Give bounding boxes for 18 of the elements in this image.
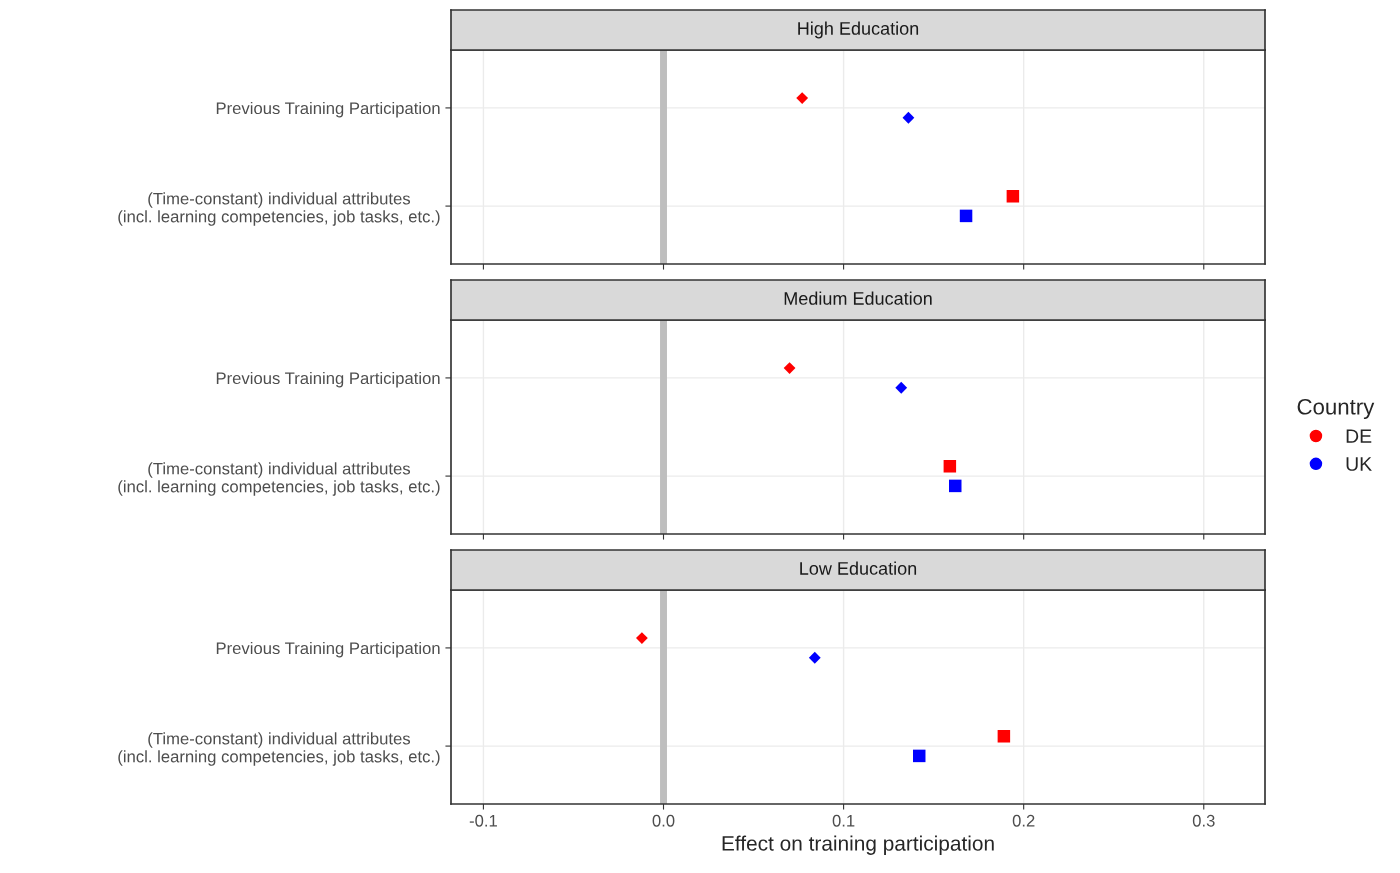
x-axis-title: Effect on training participation: [722, 835, 994, 855]
x-tick-label: 0.0: [652, 814, 675, 827]
y-tick-label: (Time-constant) individual attributes (incl. learning competencies, job tasks, etc.): [118, 732, 440, 766]
x-tick-label: 0.1: [832, 814, 855, 827]
x-tick-label: -0.1: [469, 814, 497, 827]
y-tick-label: Previous Training Participation: [216, 101, 440, 118]
legend-title: Country: [1297, 398, 1375, 420]
chart-title: Low Education: [800, 561, 917, 575]
y-tick-label: (Time-constant) individual attributes (incl. learning competencies, job tasks, etc.): [118, 462, 440, 496]
legend-label: UK: [1346, 457, 1372, 471]
x-tick-label: 0.2: [1012, 814, 1035, 827]
chart-title: High Education: [798, 21, 919, 39]
y-tick-label: Previous Training Participation: [216, 371, 440, 388]
x-tick-label: 0.3: [1192, 814, 1215, 827]
y-tick-label: (Time-constant) individual attributes (incl. learning competencies, job tasks, etc.): [118, 192, 440, 226]
chart-title: Medium Education: [784, 291, 932, 305]
y-tick-label: Previous Training Participation: [216, 641, 440, 658]
legend-label: DE: [1346, 429, 1372, 443]
